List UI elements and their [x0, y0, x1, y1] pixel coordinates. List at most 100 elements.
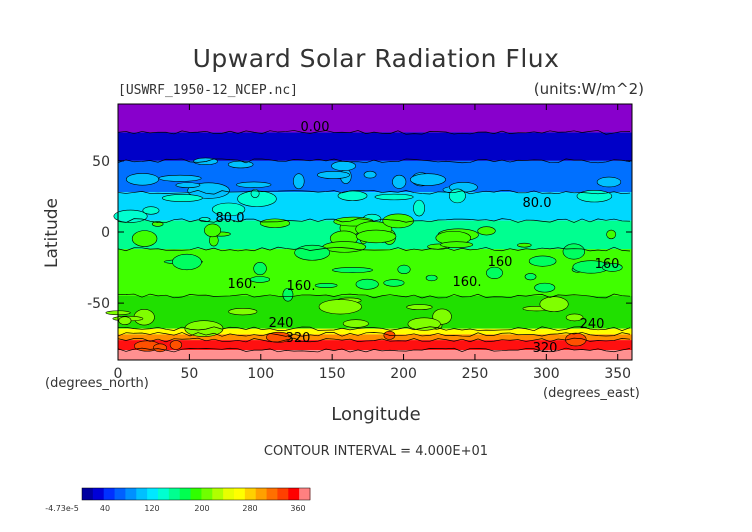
y-tick-label: 50	[92, 154, 110, 170]
colorbar-swatch	[244, 488, 257, 500]
chart-title: Upward Solar Radiation Flux	[192, 44, 560, 73]
contour-label: 0.00	[301, 120, 330, 135]
heat-blob-31	[142, 206, 160, 215]
heat-blob-9	[392, 174, 407, 189]
heatmap-bands	[118, 104, 632, 360]
heat-blob-11	[227, 160, 254, 169]
heat-blob-50	[210, 231, 231, 237]
colorbar-swatch	[179, 488, 192, 500]
contour-line-9	[117, 337, 631, 343]
colorbar-swatch	[288, 488, 300, 500]
y-axis-label-wrap: Latitude	[42, 198, 112, 288]
colorbar-swatch	[92, 488, 105, 500]
heat-blob-54	[534, 282, 556, 293]
heat-blob-2	[411, 172, 431, 187]
heat-blob-57	[282, 287, 294, 302]
colorbar: -4.73e-5 40 120 200 280 360	[45, 487, 311, 513]
heat-blob-29	[374, 193, 414, 201]
heat-blob-39	[329, 230, 358, 247]
contour-line-1	[117, 130, 631, 135]
heat-blob-93	[169, 340, 183, 350]
colorbar-swatch	[212, 488, 224, 500]
lat-band-7	[118, 328, 632, 335]
colorbar-label: 200	[194, 504, 209, 513]
contour-label: 160	[595, 257, 620, 272]
colorbar-label: -4.73e-5	[45, 504, 79, 513]
heat-blob-62	[486, 266, 503, 279]
colorbar-swatch	[168, 488, 181, 500]
colorbar-swatch	[255, 488, 268, 500]
heat-blob-71	[528, 255, 557, 267]
x-tick-label: 100	[247, 366, 274, 382]
heat-blob-68	[253, 261, 267, 276]
contour-label: 160.	[287, 279, 316, 294]
heat-blob-58	[331, 267, 374, 273]
heat-blob-87	[432, 308, 452, 325]
contour-label: 160	[488, 255, 513, 270]
heat-blob-23	[413, 199, 425, 217]
heat-blob-28	[198, 217, 211, 222]
colorbar-swatch	[136, 488, 148, 500]
y-tick-label: 0	[101, 225, 110, 241]
heat-blob-6	[158, 174, 202, 182]
heat-blob-61	[383, 279, 405, 287]
heat-blob-8	[193, 157, 218, 166]
heat-blob-17	[236, 181, 272, 188]
heat-blob-86	[112, 315, 144, 322]
colorbar-frame	[81, 487, 311, 501]
heat-blob-7	[317, 170, 350, 179]
heat-blob-38	[208, 234, 219, 247]
contour-interval-label: CONTOUR INTERVAL = 4.000E+01	[263, 444, 489, 459]
contour-label: 240	[580, 317, 605, 332]
heat-blob-80	[406, 304, 433, 310]
lat-band-4	[118, 220, 632, 250]
colorbar-label: 120	[144, 504, 159, 513]
heat-blob-60	[163, 259, 204, 265]
heat-blob-91	[383, 330, 396, 340]
heat-blob-75	[565, 313, 584, 322]
heat-blob-13	[175, 182, 201, 189]
heat-blob-79	[228, 308, 258, 316]
colorbar-swatch	[147, 488, 159, 500]
x-tick-label: 350	[604, 366, 631, 382]
x-axis-unit: (degrees_east)	[543, 386, 640, 401]
heat-blob-34	[359, 230, 369, 245]
colorbar-swatch	[266, 488, 278, 500]
heat-blob-74	[337, 297, 362, 304]
heat-blob-43	[355, 221, 393, 237]
heat-blob-21	[211, 202, 246, 217]
units-label: (units:W/m^2)	[533, 80, 644, 98]
heat-blob-22	[250, 188, 260, 198]
contour-line-2	[117, 158, 631, 164]
x-tick-label: 150	[319, 366, 346, 382]
colorbar-label: 360	[290, 504, 305, 513]
heat-blob-18	[237, 190, 277, 207]
heat-blob-59	[314, 283, 338, 289]
heat-blob-36	[477, 226, 496, 236]
colorbar-swatch	[201, 488, 213, 500]
heat-blob-19	[576, 190, 613, 203]
heat-blob-76	[133, 309, 155, 326]
heat-blob-53	[259, 218, 291, 228]
colorbar-swatch	[299, 488, 311, 500]
colorbar-swatch	[277, 488, 289, 500]
heat-blob-90	[133, 340, 161, 352]
heat-blob-92	[153, 343, 167, 353]
heat-blob-89	[118, 316, 132, 325]
heat-blob-88	[407, 317, 441, 331]
heat-blob-51	[606, 229, 617, 240]
colorbar-swatch	[114, 488, 126, 500]
heat-blob-20	[392, 215, 414, 225]
contour-line-8	[117, 332, 631, 337]
lat-band-3	[118, 192, 632, 221]
x-tick-label: 50	[180, 366, 198, 382]
heat-blob-70	[397, 264, 411, 275]
x-tick-label: 200	[390, 366, 417, 382]
heat-blob-24	[337, 190, 368, 201]
heat-blob-4	[449, 182, 478, 193]
contour-label: 160.	[228, 277, 257, 292]
lat-band-2	[118, 160, 632, 193]
lat-band-5	[118, 249, 632, 296]
x-axis-label: Longitude	[331, 404, 421, 425]
